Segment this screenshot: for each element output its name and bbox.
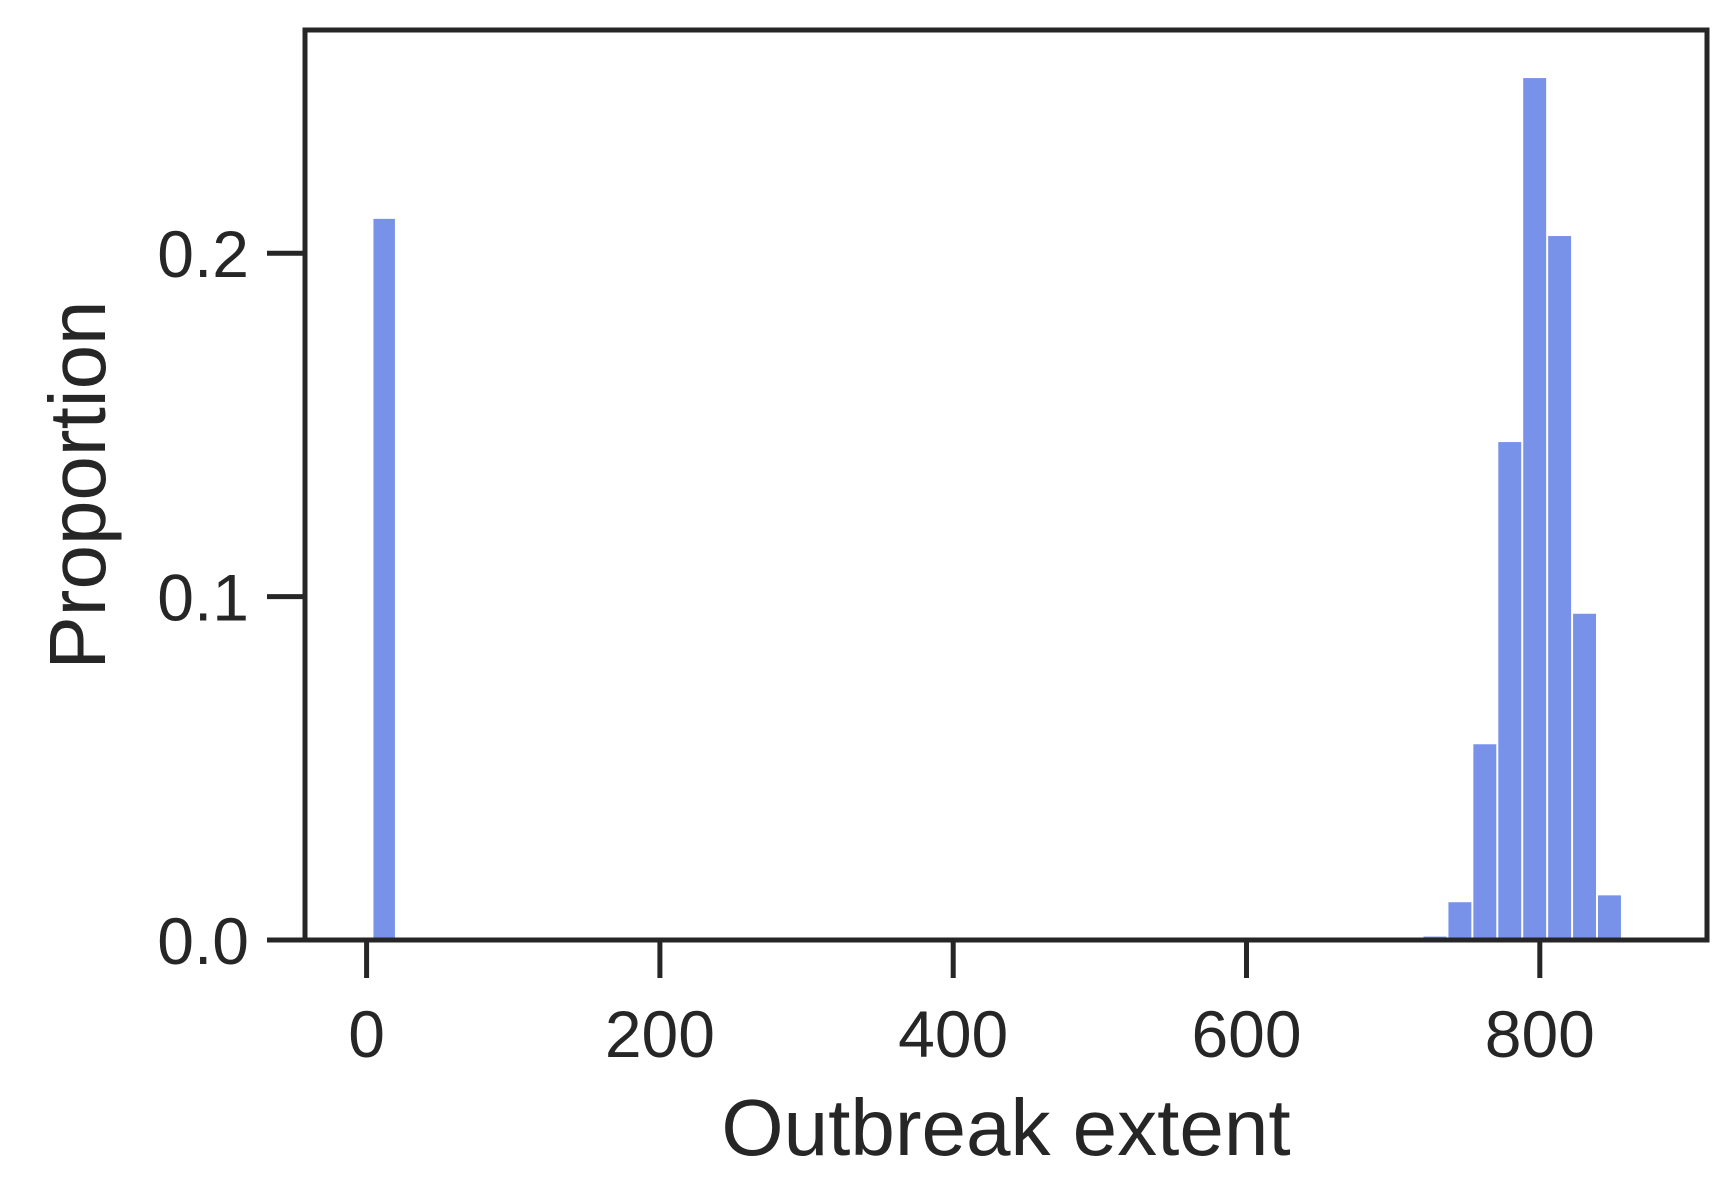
y-axis-title: Proportion <box>33 300 122 669</box>
histogram-bar <box>1598 895 1621 940</box>
histogram-bar <box>1548 236 1572 941</box>
x-axis-ticks: 0 200 400 600 800 <box>348 940 1595 1071</box>
x-tick-label: 200 <box>605 997 715 1071</box>
histogram-bar <box>373 218 395 940</box>
plot-frame <box>302 27 1710 943</box>
histogram-bar <box>1448 902 1472 940</box>
x-tick-label: 600 <box>1191 997 1301 1071</box>
y-axis-ticks: 0.0 0.1 0.2 <box>157 217 305 978</box>
bars-group <box>373 78 1621 941</box>
histogram-bar <box>1573 613 1597 940</box>
histogram-bar <box>1498 442 1522 940</box>
histogram-bar <box>1523 78 1547 941</box>
x-tick-label: 800 <box>1485 997 1595 1071</box>
x-tick-label: 0 <box>348 997 385 1071</box>
x-axis-title: Outbreak extent <box>721 1083 1290 1172</box>
x-tick-label: 400 <box>898 997 1008 1071</box>
y-tick-label: 0.1 <box>157 561 249 635</box>
histogram-bar <box>1473 744 1497 940</box>
y-tick-label: 0.2 <box>157 217 249 291</box>
y-tick-label: 0.0 <box>157 904 249 978</box>
